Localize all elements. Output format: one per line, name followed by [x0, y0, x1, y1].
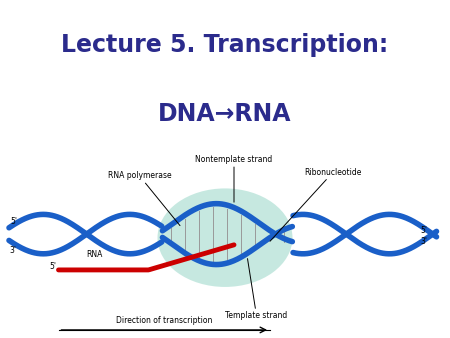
Text: Nontemplate strand: Nontemplate strand — [195, 155, 273, 202]
Text: RNA polymerase: RNA polymerase — [108, 171, 180, 226]
Text: Lecture 5. Transcription:: Lecture 5. Transcription: — [61, 33, 389, 57]
Text: 3': 3' — [10, 246, 17, 255]
Text: 5': 5' — [49, 262, 56, 271]
Text: Direction of transcription: Direction of transcription — [116, 316, 212, 325]
Text: 5': 5' — [421, 226, 428, 235]
Text: Ribonucleotide: Ribonucleotide — [270, 168, 362, 241]
Text: 3': 3' — [421, 237, 428, 246]
Text: RNA: RNA — [86, 250, 103, 259]
Ellipse shape — [158, 188, 292, 287]
Text: Template strand: Template strand — [225, 259, 288, 320]
Text: 5': 5' — [10, 217, 17, 226]
Text: DNA→RNA: DNA→RNA — [158, 101, 292, 126]
